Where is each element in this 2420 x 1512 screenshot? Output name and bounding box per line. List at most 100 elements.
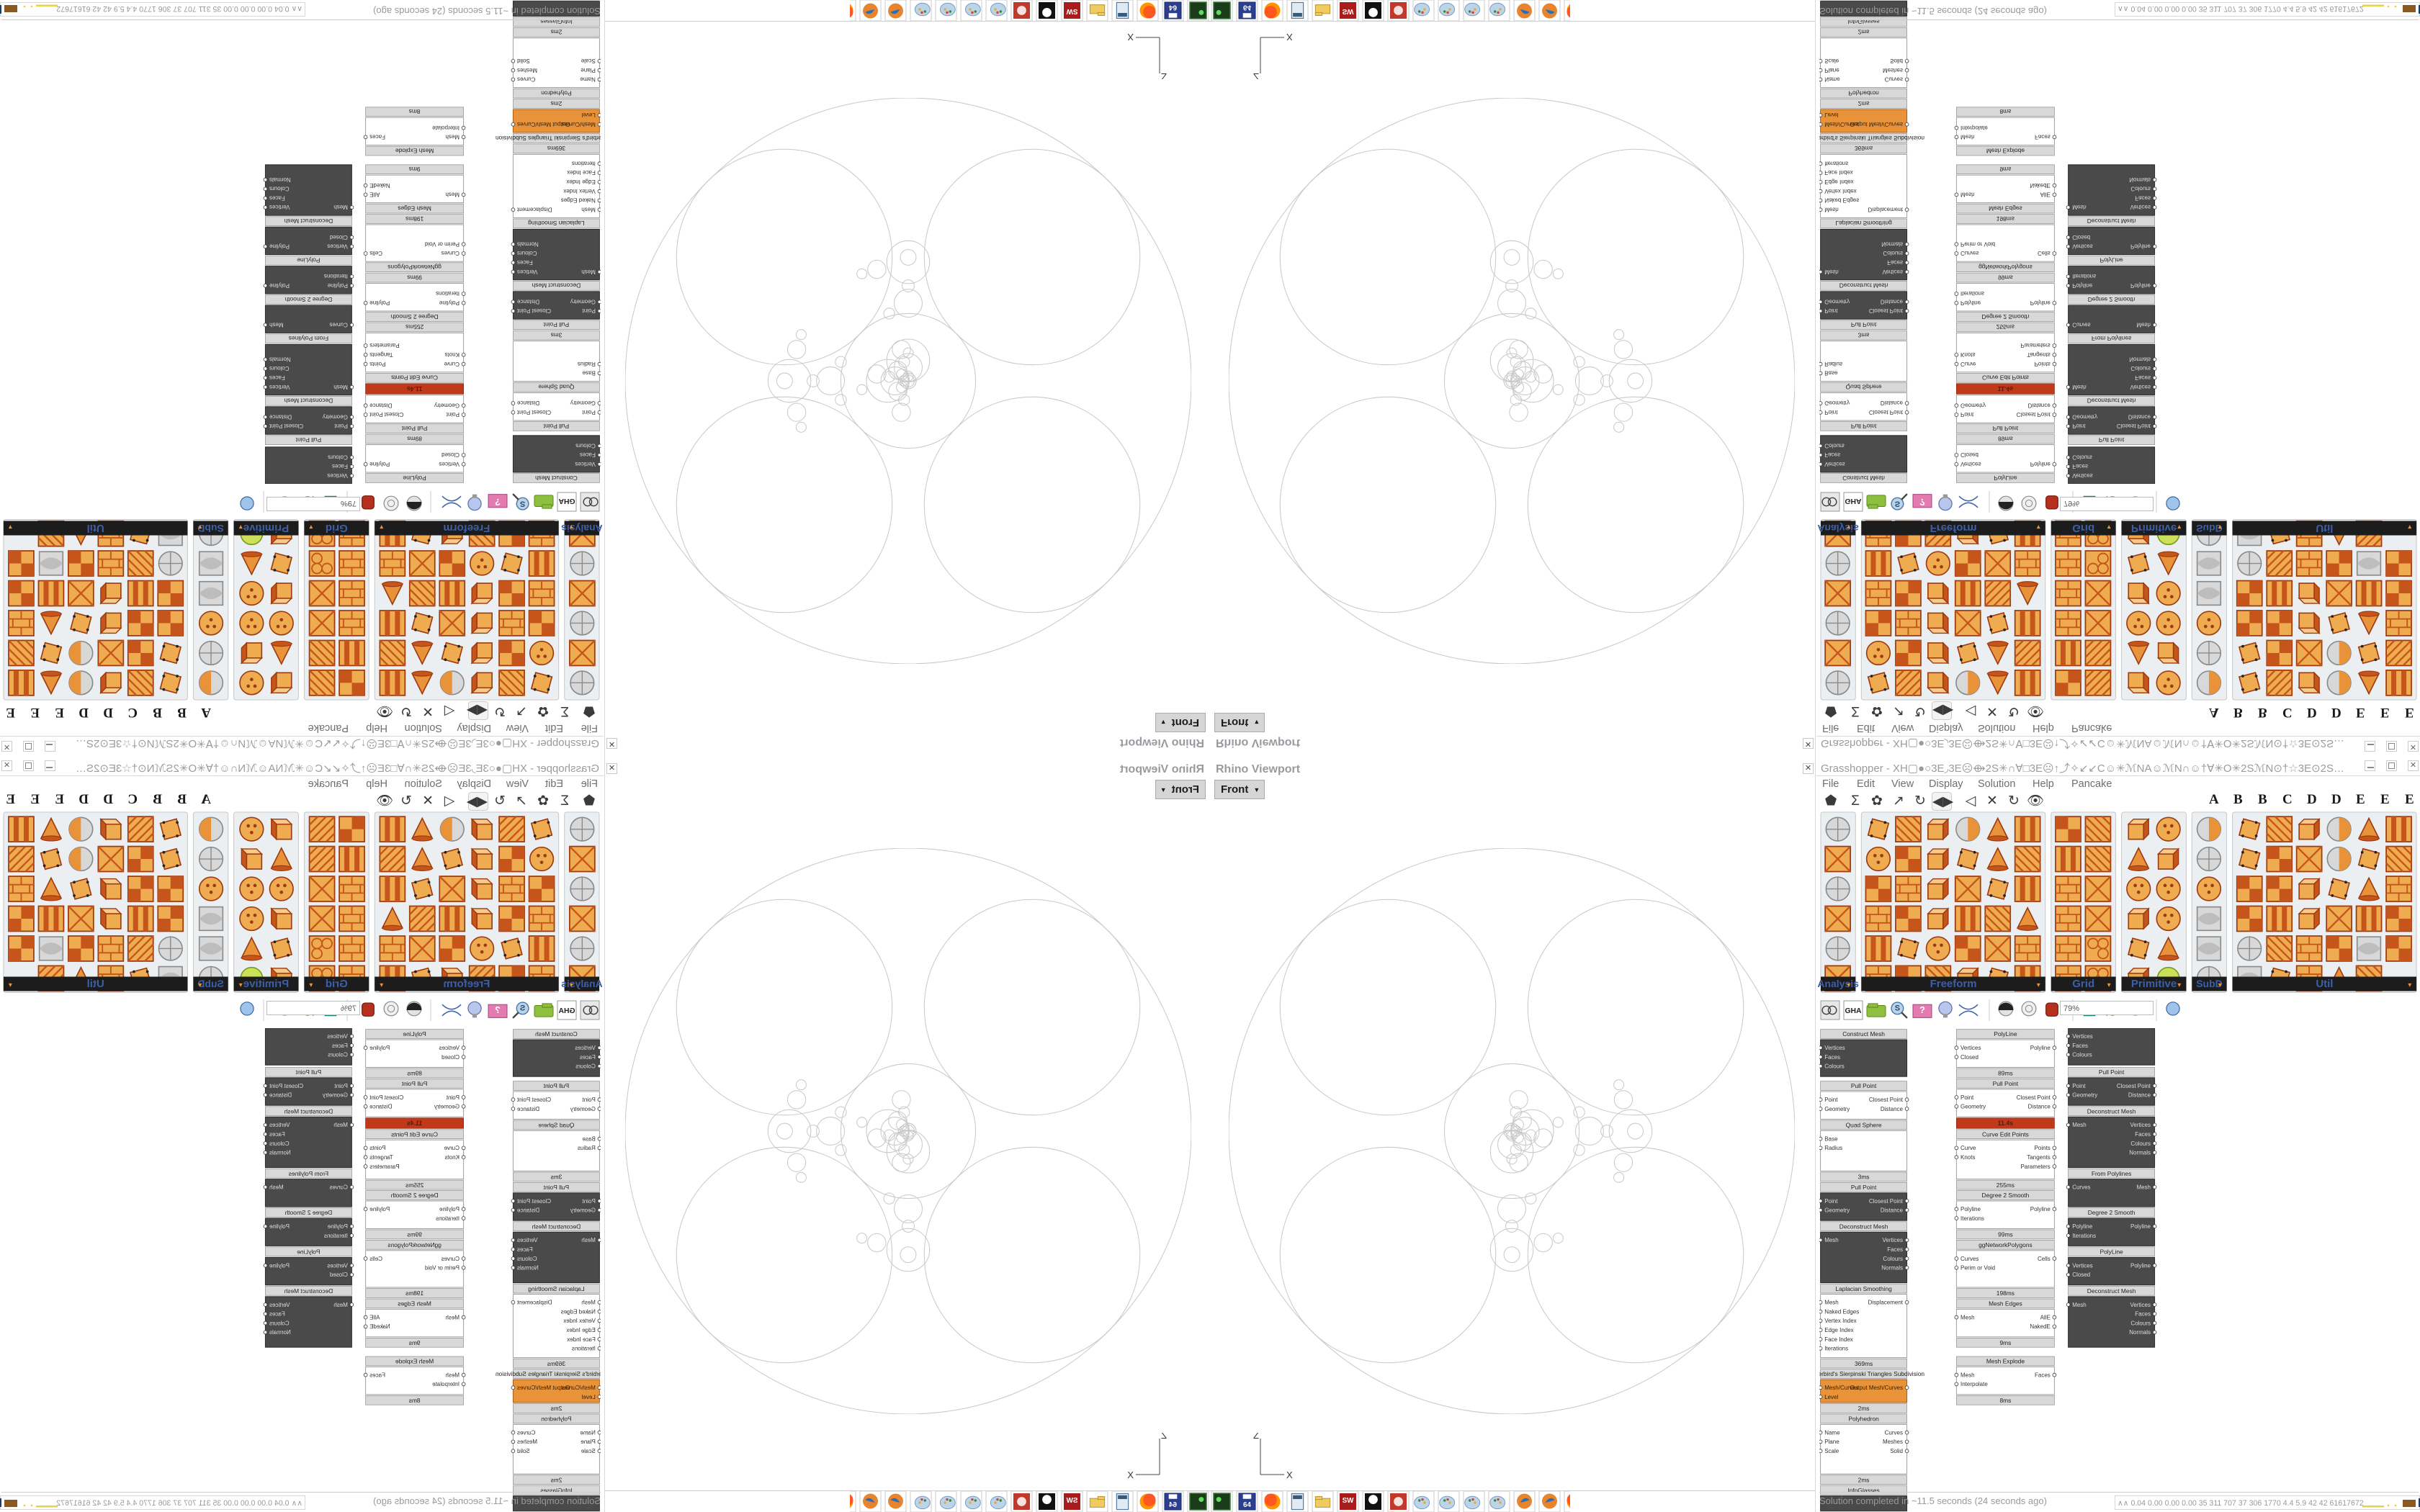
svg-text:Points: Points: [369, 1145, 385, 1151]
svg-text:Mesh: Mesh: [581, 269, 596, 275]
svg-text:▾: ▾: [239, 523, 243, 531]
svg-text:9ms: 9ms: [409, 1339, 421, 1346]
svg-text:Faces: Faces: [332, 1043, 348, 1049]
svg-text:Output Mesh/Curves: Output Mesh/Curves: [1850, 121, 1903, 127]
svg-text:Deconstruct Mesh: Deconstruct Mesh: [284, 397, 333, 405]
svg-text:Construct Mesh: Construct Mesh: [535, 474, 578, 482]
svg-text:Primitive: Primitive: [2131, 522, 2177, 534]
svg-text:Vertices: Vertices: [575, 1045, 595, 1051]
svg-text:Mesh: Mesh: [445, 192, 460, 198]
svg-text:Mesh: Mesh: [445, 1314, 460, 1320]
svg-text:Deconstruct Mesh: Deconstruct Mesh: [284, 1287, 333, 1295]
svg-text:Weaverbird's Sierpinski Triang: Weaverbird's Sierpinski Triangles Subdiv…: [1819, 135, 1924, 142]
svg-text:Scale: Scale: [1824, 58, 1839, 64]
svg-text:Vertices: Vertices: [2130, 384, 2151, 390]
svg-text:Util: Util: [2316, 978, 2333, 990]
svg-text:Polyline: Polyline: [2130, 243, 2151, 250]
svg-text:64: 64: [1169, 1501, 1177, 1509]
svg-text:99ms: 99ms: [407, 1231, 422, 1238]
svg-text:Normals: Normals: [269, 1329, 291, 1336]
svg-text:Normals: Normals: [517, 1265, 539, 1272]
svg-text:Naked Edges: Naked Edges: [561, 197, 596, 204]
svg-text:198ms: 198ms: [405, 1290, 424, 1297]
svg-text:?: ?: [1919, 1004, 1925, 1015]
svg-text:NakedE: NakedE: [2030, 182, 2050, 189]
svg-text:▾: ▾: [2037, 523, 2040, 531]
svg-text:Normals: Normals: [2129, 356, 2151, 362]
svg-text:Closed: Closed: [2072, 1272, 2090, 1278]
svg-text:Face Index: Face Index: [567, 1336, 596, 1343]
svg-text:Deconstruct Mesh: Deconstruct Mesh: [1839, 1223, 1888, 1230]
svg-text:Closed: Closed: [1960, 1054, 1978, 1061]
svg-text:Interpolate: Interpolate: [1960, 1381, 1988, 1387]
svg-text:Displacement: Displacement: [1868, 206, 1904, 212]
svg-text:Grid: Grid: [326, 522, 348, 534]
svg-text:Closest Point: Closest Point: [369, 1094, 403, 1101]
svg-text:Distance: Distance: [516, 1207, 539, 1214]
svg-text:Knots: Knots: [445, 1154, 460, 1161]
svg-text:Vertices: Vertices: [327, 243, 347, 250]
svg-text:Face Index: Face Index: [1824, 169, 1853, 176]
svg-text:▾: ▾: [2107, 981, 2111, 989]
svg-text:Distance: Distance: [369, 1104, 393, 1110]
svg-text:GHA: GHA: [558, 1007, 575, 1015]
svg-text:99ms: 99ms: [1998, 1231, 2013, 1238]
svg-text:Polyline: Polyline: [369, 1045, 390, 1051]
svg-text:Mesh: Mesh: [2072, 1302, 2087, 1308]
svg-text:AllE: AllE: [2040, 192, 2051, 198]
svg-text:2ms: 2ms: [1858, 1476, 1870, 1483]
svg-text:Polyline: Polyline: [2030, 1206, 2051, 1212]
svg-text:Faces: Faces: [1887, 1246, 1903, 1253]
svg-text:Displacement: Displacement: [516, 206, 552, 212]
svg-text:Points: Points: [369, 361, 385, 367]
svg-text:Curve Edit Points: Curve Edit Points: [1982, 1130, 2029, 1138]
svg-text:Colours: Colours: [1824, 442, 1845, 449]
svg-text:Mesh Edges: Mesh Edges: [1989, 204, 2022, 212]
svg-text:NakedE: NakedE: [369, 182, 390, 189]
svg-text:Pull Point: Pull Point: [543, 1184, 569, 1191]
svg-text:PolyLine: PolyLine: [1994, 1030, 2017, 1038]
svg-text:Construct Mesh: Construct Mesh: [535, 1030, 578, 1038]
svg-text:Polyline: Polyline: [327, 282, 348, 289]
svg-text:Polyline: Polyline: [369, 300, 390, 306]
svg-text:Knots: Knots: [1960, 1154, 1975, 1161]
svg-text:▾: ▾: [9, 523, 12, 531]
svg-text:Weaverbird's Sierpinski Triang: Weaverbird's Sierpinski Triangles Subdiv…: [496, 135, 601, 142]
svg-text:Plane: Plane: [1824, 67, 1839, 73]
svg-text:Scale: Scale: [581, 1448, 596, 1454]
svg-text:Mesh Explode: Mesh Explode: [395, 147, 434, 154]
svg-text:Mesh: Mesh: [333, 204, 348, 210]
svg-text:Scale: Scale: [581, 58, 596, 64]
svg-text:Closest Point: Closest Point: [269, 423, 303, 429]
svg-text:Meshes: Meshes: [517, 1439, 537, 1445]
svg-text:PolyLine: PolyLine: [1994, 474, 2017, 482]
svg-text:255ms: 255ms: [405, 323, 424, 330]
svg-text:Polyline: Polyline: [1960, 300, 1981, 306]
svg-text:198ms: 198ms: [1996, 1290, 2015, 1297]
svg-text:Distance: Distance: [1881, 400, 1904, 406]
svg-text:Vertices: Vertices: [327, 1262, 347, 1269]
svg-text:Closest Point: Closest Point: [369, 411, 403, 418]
svg-text:Closest Point: Closest Point: [1869, 1097, 1904, 1103]
svg-text:Closest Point: Closest Point: [269, 1083, 303, 1089]
svg-text:Grid: Grid: [2072, 522, 2094, 534]
svg-text:Closed: Closed: [442, 1054, 460, 1061]
svg-text:Distance: Distance: [1881, 1207, 1904, 1214]
svg-text:Curves: Curves: [2072, 321, 2090, 328]
svg-text:Mesh: Mesh: [2072, 384, 2087, 390]
svg-text:X: X: [1286, 1470, 1293, 1480]
svg-text:Vertices: Vertices: [575, 461, 595, 467]
svg-text:Mesh Edges: Mesh Edges: [1989, 1300, 2022, 1308]
svg-text:Polyline: Polyline: [269, 243, 290, 250]
svg-text:Distance: Distance: [269, 413, 292, 420]
svg-text:Tangents: Tangents: [369, 1154, 393, 1161]
svg-text:Meshes: Meshes: [1883, 1439, 1903, 1445]
svg-text:Geometry: Geometry: [1960, 402, 1986, 408]
svg-text:Point: Point: [334, 423, 348, 429]
svg-text:Iterations: Iterations: [2072, 273, 2096, 279]
svg-text:Faces: Faces: [332, 463, 348, 469]
svg-text:Closest Point: Closest Point: [1869, 1198, 1904, 1205]
svg-text:Solid: Solid: [1890, 58, 1903, 64]
svg-text:Polyline: Polyline: [2072, 282, 2093, 289]
svg-text:Perim or Void: Perim or Void: [1960, 1265, 1995, 1272]
